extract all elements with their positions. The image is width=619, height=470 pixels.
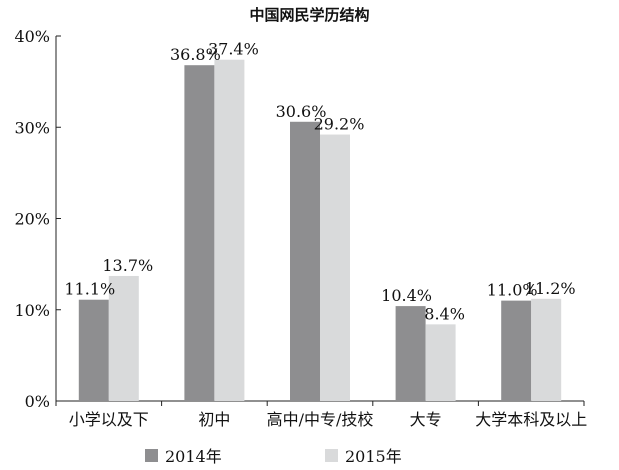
x-tick-label: 小学以及下 xyxy=(69,410,149,429)
bar-2014 xyxy=(290,121,320,402)
legend-swatch-2015 xyxy=(325,448,338,462)
bar-2015 xyxy=(214,59,245,401)
data-label: 13.7% xyxy=(102,256,153,275)
y-tick-label: 20% xyxy=(14,210,50,229)
data-label: 30.6% xyxy=(276,102,327,121)
legend-swatch-2014 xyxy=(145,448,158,462)
bar-2015 xyxy=(425,324,456,401)
bar-2015 xyxy=(320,134,350,402)
x-tick-label: 大专 xyxy=(410,410,442,429)
axes: 0% 10% 20% 30% 40% 小学以及下 初中 高中/中专/技校 大专 大学本科及以上 xyxy=(14,27,587,429)
chart-title: 中国网民学历结构 xyxy=(249,6,370,24)
bar-2015 xyxy=(108,275,139,401)
legend-label-2015: 2015年 xyxy=(345,447,402,466)
y-tick-label: 10% xyxy=(14,301,50,320)
legend-item-2015: 2015年 xyxy=(325,444,402,466)
data-label: 11.0% xyxy=(487,281,538,300)
data-label: 29.2% xyxy=(314,115,365,134)
data-label: 37.4% xyxy=(208,40,259,59)
x-tick-label: 大学本科及以上 xyxy=(475,410,587,429)
y-tick-label: 40% xyxy=(14,27,50,46)
legend-label-2014: 2014年 xyxy=(165,447,222,466)
bar-2014 xyxy=(78,299,109,401)
data-labels: 11.1% 13.7% 36.8%37.4% 30.6%29.2% 10.4%8.4% 1… xyxy=(64,40,575,324)
plot-area: 0% 10% 20% 30% 40% 小学以及下 初中 高中/中专/技校 大专 大学本科及以上 1… xyxy=(14,27,587,429)
x-tick-label: 初中 xyxy=(198,410,230,429)
legend-item-2014: 2014年 xyxy=(145,444,222,466)
bar-2014 xyxy=(395,306,426,401)
legend: 2014年 2015年 xyxy=(0,444,619,466)
y-tick-label: 0% xyxy=(25,392,50,411)
data-label: 11.2% xyxy=(525,279,576,298)
y-tick-label: 30% xyxy=(14,118,50,137)
x-tick-label: 高中/中专/技校 xyxy=(267,410,374,429)
data-label: 11.1% xyxy=(64,280,115,299)
data-label: 36.8% xyxy=(170,45,221,64)
data-label: 10.4% xyxy=(381,286,432,305)
bar-2014 xyxy=(501,300,532,401)
data-label: 8.4% xyxy=(424,304,465,323)
bar-2015 xyxy=(531,298,562,401)
bars xyxy=(78,59,562,402)
bar-2014 xyxy=(184,65,215,401)
